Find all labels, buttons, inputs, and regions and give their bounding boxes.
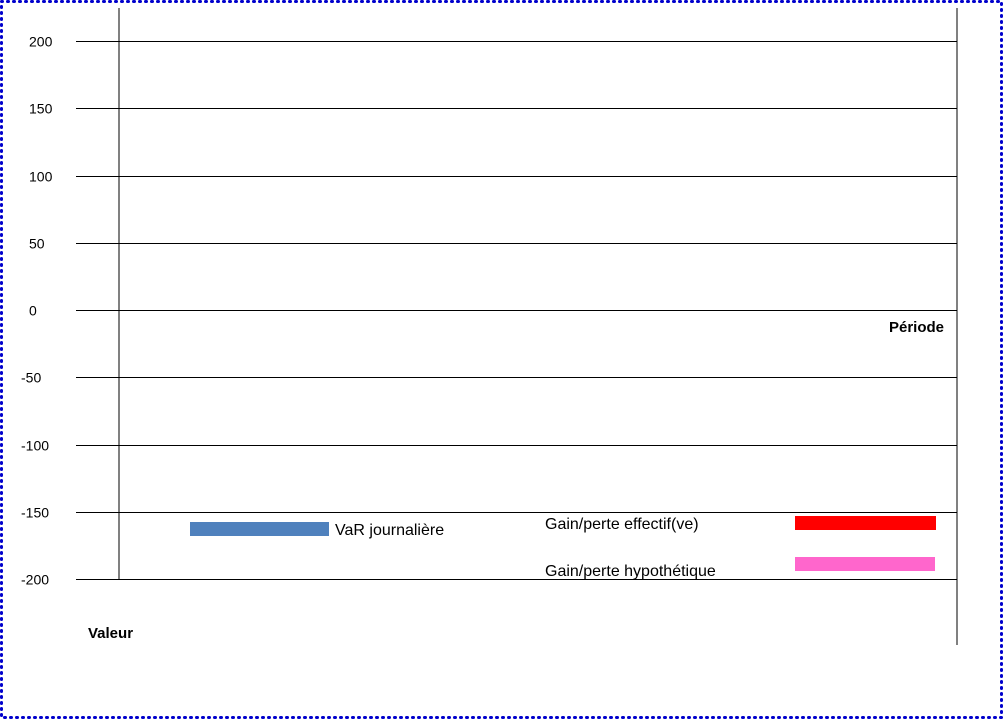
y-tick-label: -150 [21,505,49,521]
y-tick-labels: 200 150 100 50 0 -50 -100 -150 -200 [21,34,53,588]
y-tick-label: 100 [29,169,53,185]
legend-label-effectif: Gain/perte effectif(ve) [545,516,699,533]
y-tick-label: -100 [21,438,49,454]
y-axis-title: Valeur [88,625,133,642]
legend-swatch-effectif [795,516,936,530]
y-tick-label: 150 [29,101,53,117]
gridlines [76,41,957,580]
legend-label-hypothetique: Gain/perte hypothétique [545,563,716,580]
y-tick-label: 50 [29,236,45,252]
y-tick-label: -50 [21,370,41,386]
y-tick-label: 200 [29,34,53,50]
y-tick-label: -200 [21,572,49,588]
legend-swatch-hypothetique [795,557,935,571]
legend-swatch-var [190,522,329,536]
x-axis-title: Période [889,319,944,336]
legend-label-var: VaR journalière [335,522,444,539]
legend: VaR journalière Gain/perte effectif(ve) … [190,516,936,580]
y-tick-label: 0 [29,303,37,319]
